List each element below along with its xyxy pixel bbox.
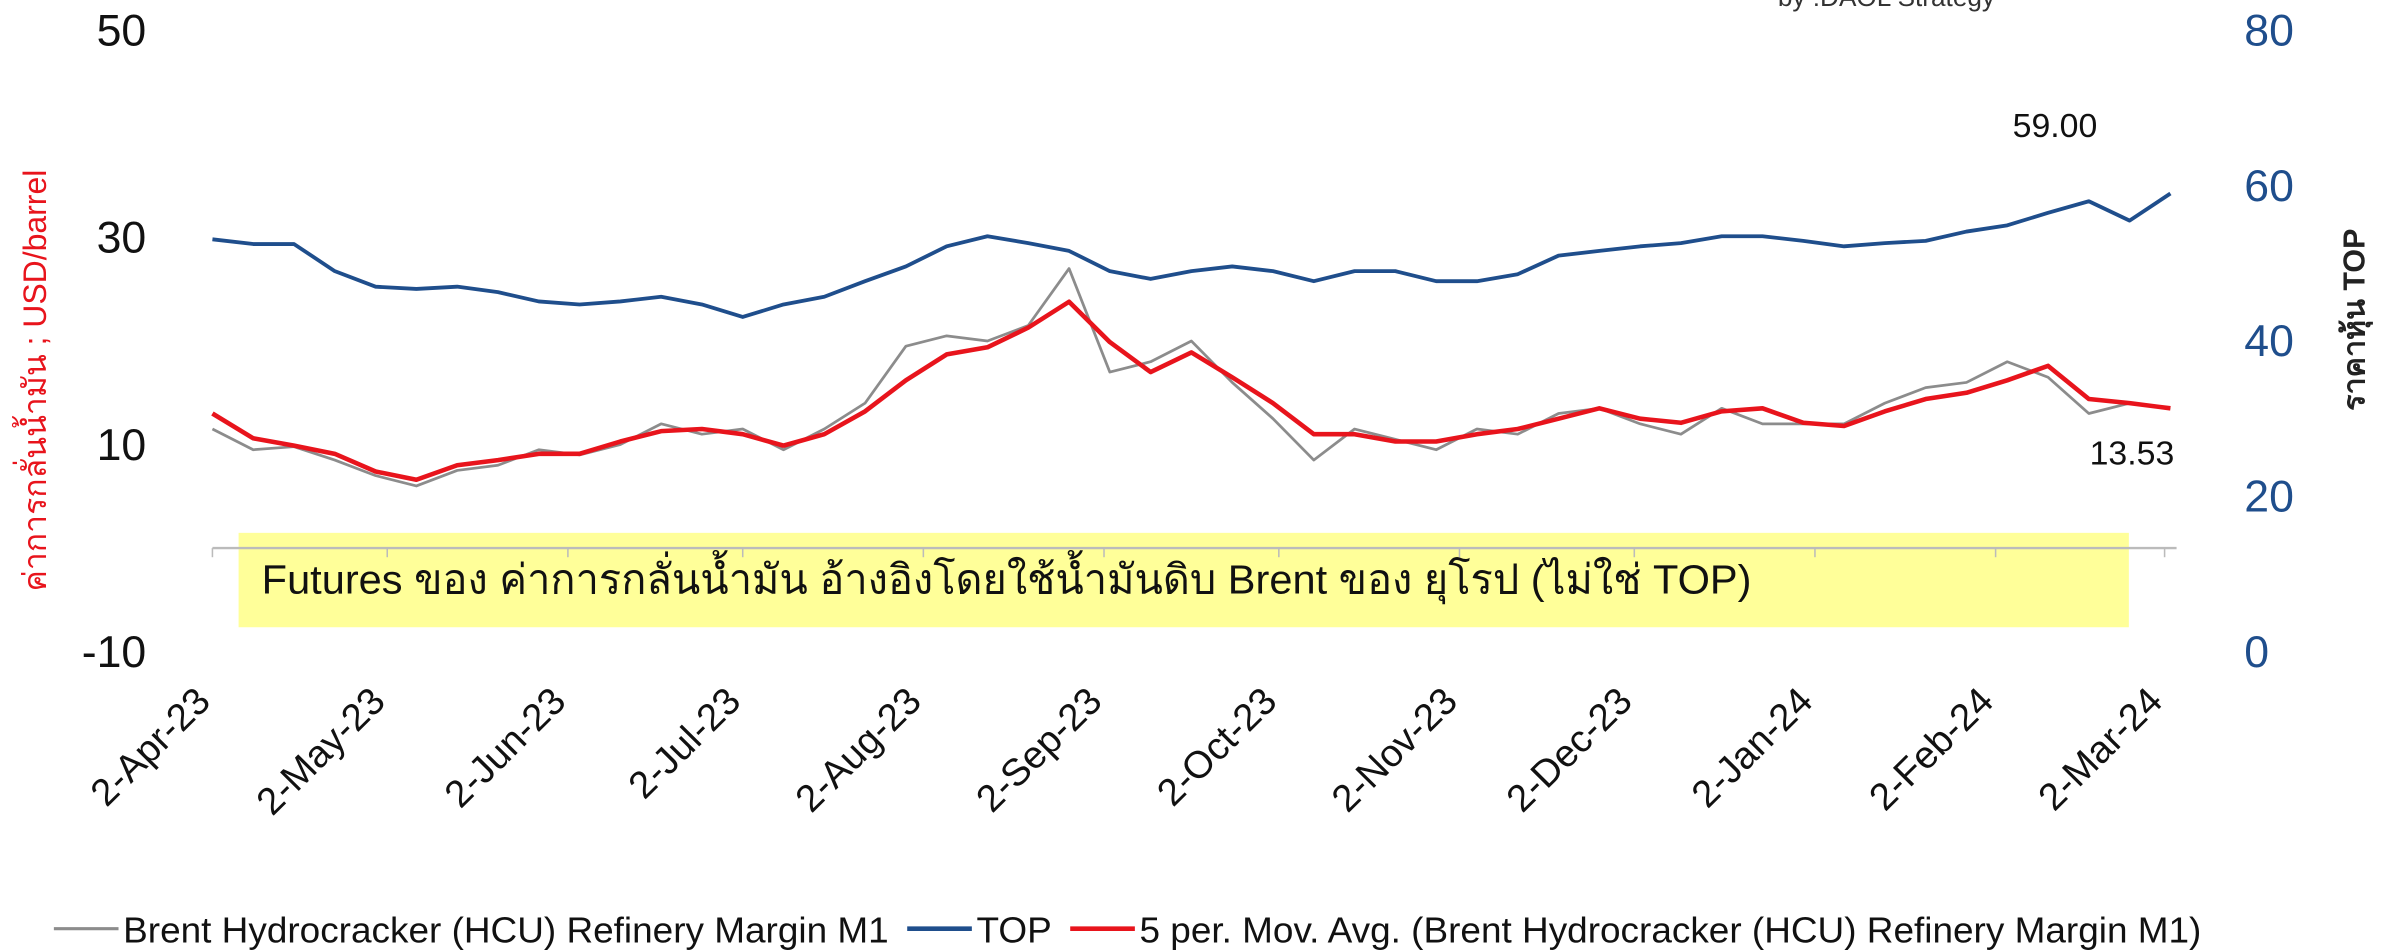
legend-label: TOP <box>976 910 1051 950</box>
y2-axis-label: ราคาหุ้น TOP <box>2337 229 2373 411</box>
y2-tick-label: 60 <box>2244 162 2294 211</box>
x-tick-label: 2-Jan-24 <box>1683 679 1821 815</box>
legend-label: 5 per. Mov. Avg. (Brent Hydrocracker (HC… <box>1139 910 2201 950</box>
x-tick-label: 2-Dec-23 <box>1498 679 1640 820</box>
annotation: 59.00 <box>2013 108 2098 145</box>
x-tick-label: 2-Aug-23 <box>787 679 929 820</box>
source: by :DAOL Strategy <box>1778 0 1995 12</box>
y-axis-label: ค่าการกลั่นน้ำมัน ; USD/barrel <box>11 170 53 592</box>
x-tick-label: 2-Oct-23 <box>1149 679 1285 814</box>
y2-tick-label: 0 <box>2244 628 2269 677</box>
y-tick-label: 30 <box>97 214 147 263</box>
y2-tick-label: 20 <box>2244 473 2294 522</box>
x-tick-label: 2-Jun-23 <box>436 679 574 815</box>
annotation: 13.53 <box>2090 436 2175 473</box>
x-tick-label: 2-Apr-23 <box>82 679 218 814</box>
x-tick-label: 2-Feb-24 <box>1861 679 2002 818</box>
legend-label: Brent Hydrocracker (HCU) Refinery Margin… <box>123 910 889 950</box>
x-tick-label: 2-Sep-23 <box>968 679 1110 820</box>
y-tick-label: 50 <box>97 7 147 56</box>
y2-tick-label: 80 <box>2244 7 2294 56</box>
x-tick-label: 2-Mar-24 <box>2030 679 2171 818</box>
x-tick-label: 2-Jul-23 <box>620 679 749 806</box>
x-tick-label: 2-May-23 <box>248 679 393 823</box>
series-line <box>212 191 2172 319</box>
y2-tick-label: 40 <box>2244 317 2294 366</box>
series-line <box>211 267 2171 488</box>
x-tick-label: 2-Nov-23 <box>1323 679 1465 820</box>
annotation: Futures ของ ค่าการกลั่นน้ำมัน อ้างอิงโดย… <box>262 550 1752 605</box>
series-line <box>211 299 2171 483</box>
y-tick-label: -10 <box>82 628 146 677</box>
y-tick-label: 10 <box>97 421 147 470</box>
